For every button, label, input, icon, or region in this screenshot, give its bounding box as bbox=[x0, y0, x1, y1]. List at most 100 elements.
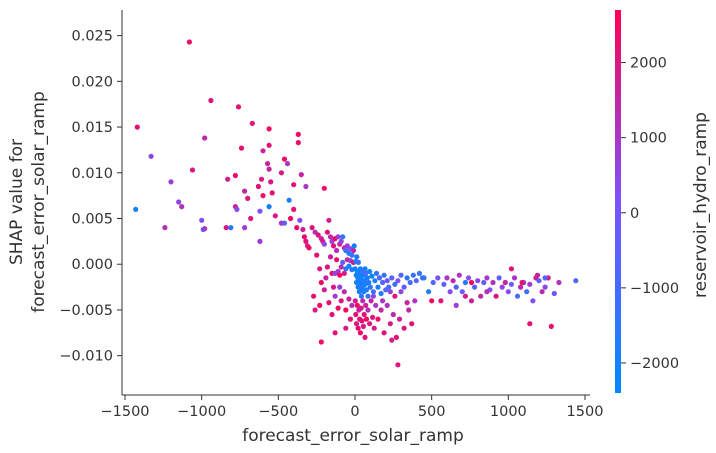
data-point bbox=[338, 264, 344, 270]
x-tick-label: −1500 bbox=[100, 404, 149, 420]
data-point bbox=[527, 321, 533, 327]
data-point bbox=[373, 302, 379, 308]
data-point bbox=[518, 284, 524, 290]
data-point bbox=[321, 241, 327, 247]
data-point bbox=[412, 298, 418, 304]
data-point bbox=[257, 238, 263, 244]
data-point bbox=[353, 311, 359, 318]
data-point bbox=[327, 234, 334, 240]
colorbar-tick-label: −2000 bbox=[630, 356, 679, 372]
y-tick-label: 0.025 bbox=[71, 29, 113, 45]
data-point bbox=[484, 275, 490, 281]
data-point bbox=[249, 120, 255, 126]
data-point bbox=[370, 289, 376, 295]
data-point bbox=[430, 279, 436, 286]
data-point bbox=[324, 229, 330, 235]
y-tick-label: 0.020 bbox=[71, 74, 113, 90]
data-point bbox=[384, 278, 390, 284]
data-point bbox=[238, 145, 245, 151]
data-point bbox=[332, 293, 338, 299]
data-point bbox=[284, 161, 291, 167]
data-point bbox=[321, 287, 327, 293]
data-point bbox=[438, 298, 444, 304]
data-point bbox=[508, 266, 514, 272]
data-point bbox=[453, 302, 459, 308]
data-point bbox=[363, 287, 370, 293]
data-point bbox=[465, 275, 472, 281]
data-point bbox=[508, 281, 514, 287]
data-point bbox=[281, 220, 288, 226]
y-tick-label: 0.010 bbox=[71, 166, 113, 182]
data-point bbox=[362, 266, 368, 272]
data-point bbox=[354, 302, 360, 308]
data-point bbox=[396, 316, 403, 322]
data-point bbox=[323, 275, 329, 281]
data-point bbox=[272, 213, 278, 219]
data-point bbox=[326, 300, 332, 306]
data-point bbox=[258, 176, 265, 182]
data-point bbox=[392, 281, 398, 287]
data-point bbox=[330, 284, 337, 290]
data-point bbox=[478, 293, 484, 299]
data-point bbox=[248, 215, 254, 222]
data-point bbox=[340, 259, 346, 265]
y-axis-ticks: −0.010 −0.005 0.000 0.005 0.010 0.015 0.020 0.0… bbox=[59, 29, 122, 365]
data-point bbox=[281, 156, 288, 162]
data-point bbox=[453, 284, 459, 290]
data-point bbox=[519, 279, 525, 286]
data-point bbox=[548, 323, 554, 329]
data-point bbox=[223, 225, 229, 231]
data-point bbox=[357, 330, 363, 336]
data-point bbox=[257, 208, 263, 214]
data-point bbox=[527, 281, 533, 287]
data-point bbox=[288, 215, 294, 222]
colorbar-tick-label: −1000 bbox=[630, 281, 679, 297]
data-point bbox=[337, 272, 343, 278]
data-point bbox=[295, 140, 301, 146]
data-point bbox=[355, 325, 361, 331]
data-point bbox=[269, 190, 275, 196]
data-point bbox=[429, 298, 435, 304]
data-point bbox=[315, 232, 321, 238]
data-point bbox=[349, 252, 355, 258]
data-point bbox=[462, 293, 468, 299]
y-tick-label: −0.005 bbox=[59, 303, 113, 319]
data-point bbox=[300, 226, 306, 233]
data-point bbox=[260, 148, 266, 154]
data-point bbox=[366, 279, 372, 286]
data-point bbox=[393, 334, 399, 340]
data-point bbox=[484, 289, 490, 295]
data-point bbox=[338, 238, 344, 244]
data-point bbox=[341, 270, 347, 276]
y-axis-label-line-1: SHAP value for bbox=[7, 139, 27, 265]
data-point bbox=[542, 284, 548, 290]
data-point bbox=[199, 217, 205, 223]
data-point bbox=[286, 197, 292, 203]
data-point bbox=[355, 259, 361, 265]
data-point bbox=[462, 279, 468, 286]
data-point bbox=[551, 290, 557, 297]
data-point bbox=[266, 142, 272, 148]
data-point bbox=[361, 311, 367, 318]
data-point bbox=[380, 298, 386, 304]
data-point bbox=[359, 318, 365, 324]
data-point bbox=[343, 325, 349, 331]
data-point bbox=[502, 279, 508, 286]
data-point bbox=[358, 305, 364, 311]
data-point bbox=[350, 247, 357, 254]
data-point bbox=[225, 176, 231, 182]
data-point bbox=[330, 243, 337, 249]
data-point bbox=[202, 226, 208, 232]
colorbar-tick-label: 0 bbox=[630, 206, 639, 222]
data-point bbox=[401, 325, 407, 331]
data-points bbox=[133, 39, 579, 368]
x-tick-label: 1500 bbox=[567, 404, 604, 420]
data-point bbox=[343, 307, 349, 313]
data-point bbox=[208, 97, 214, 104]
data-point bbox=[294, 225, 300, 231]
data-point bbox=[534, 272, 541, 278]
y-axis-label-line-2-text: forecast_error_solar_ramp bbox=[29, 91, 49, 313]
data-point bbox=[363, 316, 370, 322]
data-point bbox=[375, 316, 381, 322]
